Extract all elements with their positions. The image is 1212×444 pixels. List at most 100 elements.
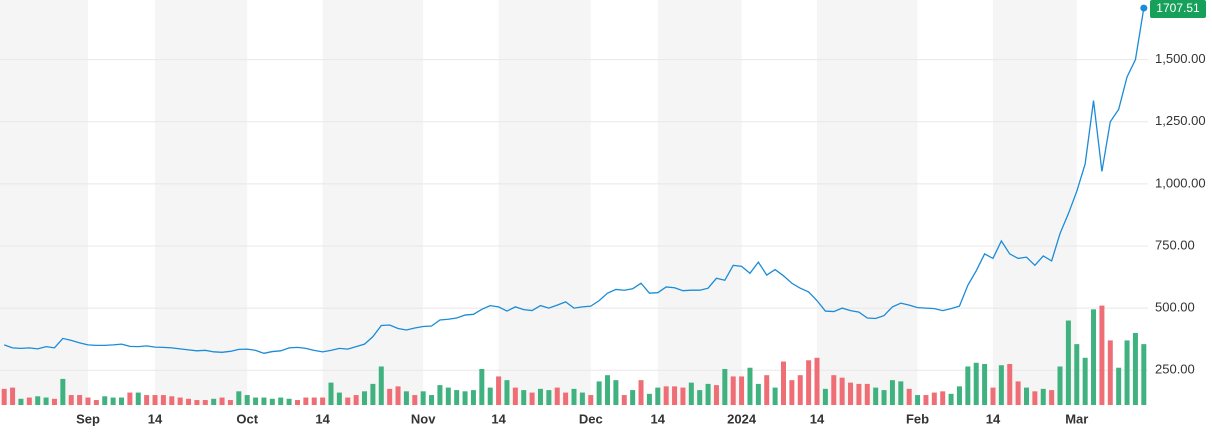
background-band	[817, 0, 918, 405]
volume-bar	[839, 377, 845, 405]
volume-bar	[294, 400, 300, 405]
volume-bar	[1049, 390, 1055, 405]
volume-bar	[26, 397, 32, 405]
volume-bar	[1082, 357, 1088, 405]
volume-bar	[303, 397, 309, 405]
background-band	[992, 0, 1077, 405]
x-tick-label: 14	[810, 411, 825, 426]
volume-bar	[253, 397, 259, 405]
volume-bar	[186, 398, 192, 405]
volume-bar	[730, 376, 736, 405]
volume-bar	[362, 391, 368, 405]
plot	[3, 4, 1148, 354]
volume-bar	[755, 383, 761, 405]
x-tick-label: Dec	[579, 411, 603, 426]
volume-bar	[956, 386, 962, 405]
volume-bar	[915, 395, 921, 405]
volume-bar	[772, 387, 778, 405]
volume-bar	[1074, 344, 1080, 405]
volume-bar	[973, 362, 979, 405]
volume-bar	[579, 392, 585, 405]
volume-bar	[1091, 309, 1097, 405]
volume-bar	[822, 388, 828, 405]
volume-bar	[680, 387, 686, 405]
volume-bar	[420, 391, 426, 405]
volume-bar	[496, 376, 502, 405]
volume-bar	[135, 392, 141, 405]
volume-bar	[621, 395, 627, 405]
volume-bar	[596, 381, 602, 405]
volume-bar	[445, 387, 451, 405]
volume-bar	[806, 360, 812, 405]
volume-bar	[780, 361, 786, 405]
volume-bar	[965, 366, 971, 405]
y-tick-label: 1,000.00	[1155, 175, 1206, 190]
volume-bar	[504, 380, 510, 405]
volume-bar	[1057, 366, 1063, 405]
x-tick-label: Mar	[1065, 411, 1088, 426]
volume-bar	[998, 365, 1004, 405]
volume-bar	[487, 387, 493, 405]
volume-bar	[219, 397, 225, 405]
volume-bar	[563, 392, 569, 405]
y-tick-label: 500.00	[1155, 300, 1195, 315]
volume-bar	[10, 387, 16, 405]
volume-bar	[269, 398, 275, 405]
volume-bar	[378, 366, 384, 405]
volume-bar	[931, 392, 937, 405]
x-tick-label: 14	[651, 411, 666, 426]
volume-bar	[1099, 305, 1105, 405]
volume-bar	[127, 392, 133, 405]
volume-bar	[605, 375, 611, 405]
labels: 250.00 500.00 750.00 1,000.00 1,250.00 1,500.…	[76, 0, 1206, 426]
volume-bar	[454, 390, 460, 405]
volume-bar	[1023, 387, 1029, 405]
volume-bar	[1107, 340, 1113, 405]
x-tick-label: 14	[986, 411, 1001, 426]
volume-bar	[990, 387, 996, 405]
volume-bar	[202, 400, 208, 405]
volume-bar	[705, 383, 711, 405]
x-tick-label: 14	[491, 411, 506, 426]
volume-bar	[546, 390, 552, 405]
volume-bar	[395, 386, 401, 405]
volume-bar	[948, 393, 954, 405]
volume-bar	[102, 396, 108, 405]
volume-bar	[470, 390, 476, 405]
volume-bar	[85, 397, 91, 405]
volume-bar	[722, 368, 728, 405]
volume	[1, 305, 1147, 405]
y-tick-label: 250.00	[1155, 362, 1195, 377]
volume-bar	[697, 390, 703, 405]
volume-bar	[529, 392, 535, 405]
volume-bar	[655, 387, 661, 405]
y-tick-label: 1,250.00	[1155, 113, 1206, 128]
volume-bar	[412, 395, 418, 405]
volume-bar	[370, 383, 376, 405]
volume-bar	[789, 380, 795, 405]
volume-bar	[160, 395, 166, 405]
volume-bar	[571, 388, 577, 405]
volume-bar	[898, 381, 904, 405]
y-tick-label: 750.00	[1155, 237, 1195, 252]
volume-bar	[177, 397, 183, 405]
volume-bar	[51, 398, 57, 405]
volume-bar	[60, 378, 66, 405]
volume-bar	[278, 397, 284, 405]
volume-bar	[429, 395, 435, 405]
volume-bar	[521, 390, 527, 405]
volume-bar	[512, 387, 518, 405]
volume-bar	[169, 396, 175, 405]
volume-bar	[747, 367, 753, 405]
volume-bar	[1141, 344, 1147, 405]
volume-bar	[403, 391, 409, 405]
volume-bar	[35, 396, 41, 405]
volume-bar	[1040, 388, 1046, 405]
volume-bar	[110, 397, 116, 405]
volume-bar	[982, 364, 988, 405]
last-price-badge	[1150, 0, 1206, 18]
volume-bar	[77, 395, 83, 405]
volume-bar	[764, 375, 770, 405]
volume-bar	[1007, 364, 1013, 405]
x-tick-label: 2024	[727, 411, 757, 426]
